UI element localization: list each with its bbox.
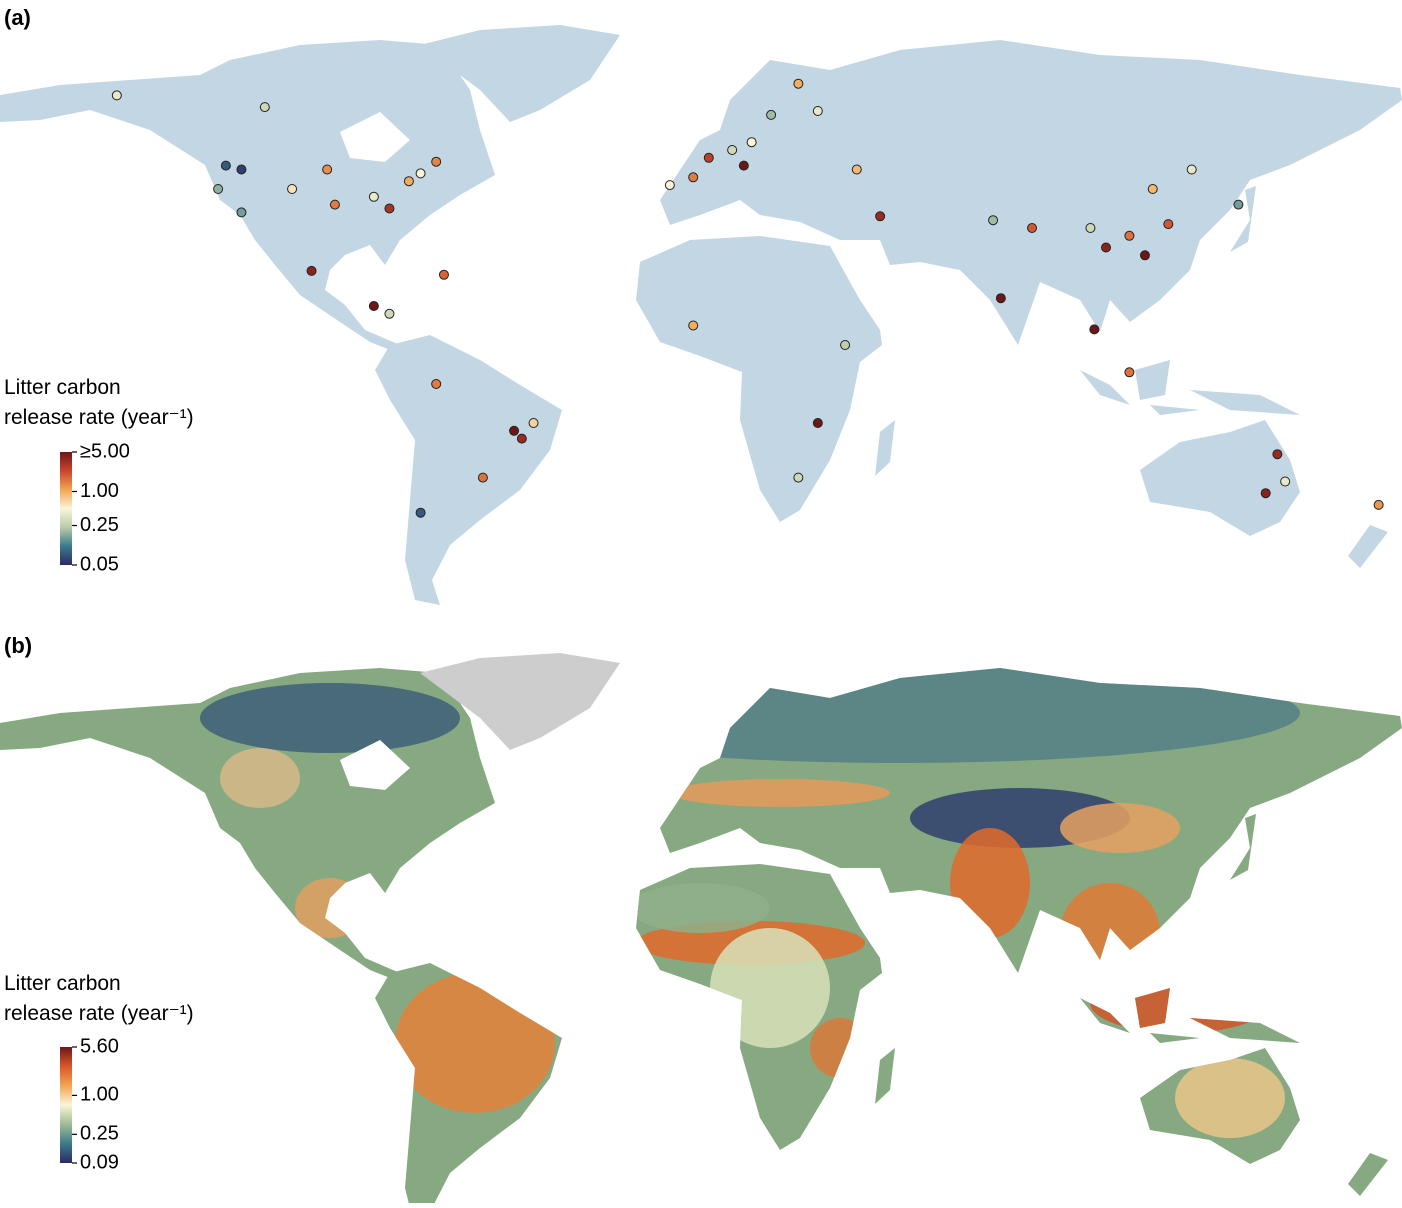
site	[259, 102, 270, 113]
site	[793, 78, 804, 89]
site	[477, 472, 488, 483]
map-b	[0, 653, 1402, 1208]
colorbar-tick-label: 0.05	[80, 553, 119, 575]
legend-title: release rate (year⁻¹)	[4, 406, 194, 429]
surface-patch	[1090, 973, 1270, 1033]
colorbar-tick-label: 1.00	[80, 1084, 119, 1106]
site	[812, 106, 823, 116]
surface-patch	[200, 683, 460, 753]
colorbar-tick-label: 1.00	[80, 480, 119, 502]
site	[1373, 499, 1384, 510]
site	[1186, 164, 1197, 175]
surface-patch	[1175, 1058, 1285, 1138]
map-a	[0, 25, 1402, 605]
site	[1139, 250, 1150, 261]
site	[851, 164, 862, 175]
site	[1124, 230, 1135, 241]
site	[746, 137, 757, 148]
surface-patch	[950, 828, 1030, 938]
colorbar-tick-label: 0.25	[80, 1123, 119, 1145]
site	[368, 301, 379, 311]
colorbar-tick-label: 0.25	[80, 514, 119, 536]
legend-title: release rate (year⁻¹)	[4, 1002, 194, 1025]
surface-patch	[670, 779, 890, 807]
site	[1233, 199, 1244, 210]
surface-patch	[295, 878, 365, 938]
legend-title: Litter carbon	[4, 376, 121, 399]
site	[738, 160, 749, 171]
site	[111, 90, 122, 101]
colorbar	[60, 452, 72, 565]
site	[793, 472, 804, 483]
legend-title: Litter carbon	[4, 972, 121, 995]
site	[812, 418, 823, 428]
site	[1124, 367, 1135, 378]
site	[840, 340, 851, 350]
land	[0, 25, 1402, 605]
site	[1089, 324, 1100, 335]
site	[220, 160, 231, 171]
surface-patch	[500, 668, 1300, 763]
site	[329, 199, 340, 210]
water	[340, 112, 410, 162]
site	[1260, 488, 1271, 499]
surface-patch	[395, 973, 555, 1113]
panel-label: (b)	[4, 633, 32, 658]
site	[766, 109, 777, 120]
site	[431, 379, 442, 389]
site	[528, 418, 539, 428]
site	[664, 180, 675, 191]
site	[236, 207, 247, 218]
panel-label: (a)	[4, 5, 31, 30]
site	[322, 164, 333, 175]
surface-patch	[710, 928, 830, 1048]
site	[1147, 184, 1158, 194]
ice	[420, 653, 620, 750]
site	[287, 184, 298, 194]
water	[340, 740, 410, 790]
site	[727, 145, 738, 155]
site	[431, 156, 442, 167]
site	[403, 176, 414, 187]
site	[415, 507, 426, 518]
site	[213, 184, 224, 194]
site	[384, 308, 395, 319]
site	[1085, 223, 1096, 233]
site	[415, 168, 426, 179]
site	[384, 203, 395, 214]
site	[688, 172, 699, 183]
surface-patch	[1060, 803, 1180, 853]
site	[438, 269, 449, 280]
site	[688, 320, 699, 331]
surface-patch	[220, 748, 300, 808]
site	[875, 211, 886, 222]
site	[1272, 449, 1283, 460]
colorbar-tick-label: ≥5.00	[80, 440, 130, 462]
site	[995, 293, 1006, 304]
colorbar-tick-label: 5.60	[80, 1035, 119, 1057]
site	[1101, 242, 1112, 253]
site	[306, 265, 317, 276]
site	[236, 164, 247, 175]
colorbar-tick-label: 0.09	[80, 1151, 119, 1173]
site	[516, 433, 527, 444]
surface-patch	[630, 883, 770, 933]
site	[1163, 219, 1174, 230]
surface-patch	[810, 1018, 870, 1078]
site	[1027, 223, 1038, 233]
colorbar	[60, 1047, 72, 1163]
site	[368, 191, 379, 202]
site	[703, 152, 714, 163]
site	[988, 215, 999, 226]
surface-patch	[1060, 883, 1160, 983]
site	[509, 425, 520, 436]
site	[1280, 476, 1291, 487]
